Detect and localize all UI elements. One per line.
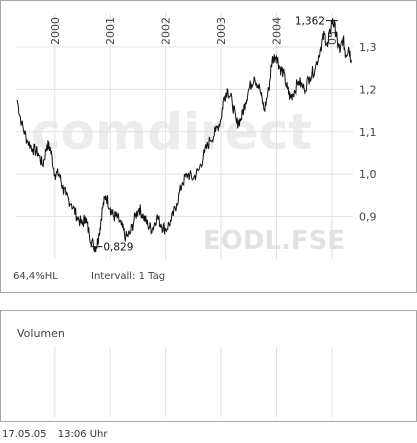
series-line <box>16 18 352 253</box>
footer-date: 17.05.05 <box>2 429 47 440</box>
volume-title: Volumen <box>17 327 65 340</box>
volume-chart <box>54 347 333 417</box>
y-tick-label: 1,0 <box>359 168 377 181</box>
x-tick-label: 2001 <box>104 17 117 45</box>
y-tick-label: 1,1 <box>359 126 377 139</box>
annotation-label: 0,829 <box>103 242 133 254</box>
y-tick-label: 1,3 <box>359 41 377 54</box>
footer-time: 13:06 Uhr <box>57 429 108 440</box>
range-label: 64,4%HL <box>13 271 58 282</box>
timestamp: 17.05.05 13:06 Uhr <box>2 429 115 440</box>
x-tick-label: 2003 <box>215 17 228 45</box>
y-tick-label: 0,9 <box>359 211 377 224</box>
x-tick-label: 2000 <box>49 17 62 45</box>
x-tick-label: 2002 <box>160 17 173 45</box>
instrument-label: EODL.FSE <box>203 226 345 256</box>
volume-panel: Volumen <box>0 310 417 422</box>
y-tick-label: 1,2 <box>359 83 377 96</box>
interval-label: Intervall: 1 Tag <box>91 271 166 282</box>
annotation-label: 1,362 <box>295 16 325 28</box>
price-chart: comdirect EODL.FSE 2000 2001 2002 2003 2004 0… <box>16 13 377 259</box>
x-tick-label: 2004 <box>271 17 284 45</box>
price-chart-panel: comdirect EODL.FSE 2000 2001 2002 2003 2004 0… <box>0 0 417 293</box>
